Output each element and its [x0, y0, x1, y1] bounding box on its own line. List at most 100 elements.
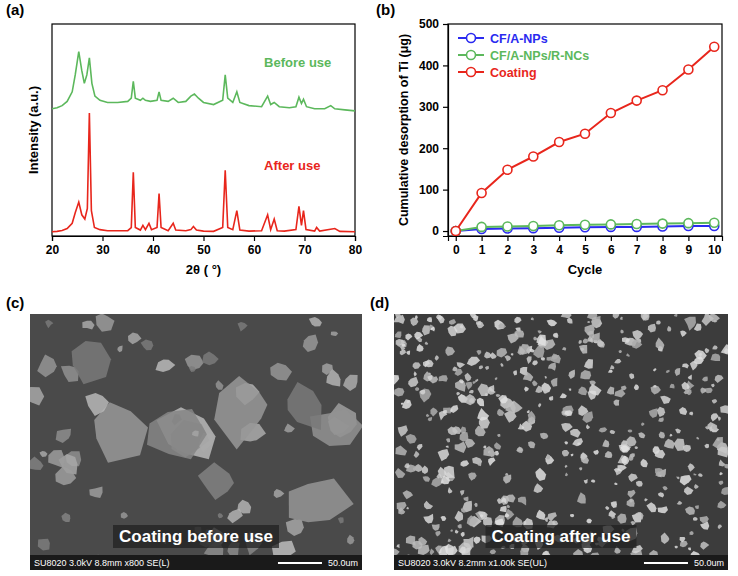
tick-mark [688, 236, 689, 241]
texture-particle [331, 332, 338, 336]
tick: 60 [248, 236, 262, 257]
texture-particle [425, 360, 434, 368]
tick-label: 1 [479, 243, 486, 257]
tick-mark [559, 236, 560, 241]
tick: 4 [556, 236, 563, 257]
texture-particle [500, 506, 507, 512]
texture-particle [599, 427, 608, 432]
texture-particle [684, 317, 696, 331]
texture-particle [628, 490, 636, 498]
texture-particle [406, 536, 416, 546]
marker [477, 188, 486, 197]
texture-particle [564, 441, 568, 444]
texture-particle [30, 387, 44, 406]
texture-particle [402, 399, 412, 409]
texture-particle [414, 332, 423, 340]
texture-particle [343, 375, 358, 391]
texture-particle [394, 388, 404, 397]
texture-particle [528, 441, 535, 448]
texture-particle [680, 537, 686, 543]
texture-particle [709, 314, 720, 322]
texture-particle [680, 541, 688, 547]
texture-particle [538, 403, 541, 407]
texture-particle [701, 388, 707, 394]
scale-bar [278, 562, 322, 564]
tick-label: 4 [556, 243, 563, 257]
texture-particle [422, 466, 428, 475]
legend-item: Coating [458, 66, 537, 80]
tick-mark [443, 231, 448, 232]
tick-label: 5 [582, 243, 589, 257]
texture-particle [680, 331, 687, 338]
tick-label: 6 [608, 243, 615, 257]
texture-particle [506, 494, 515, 502]
marker [632, 96, 641, 105]
texture-particle [55, 466, 76, 485]
texture-particle [427, 375, 432, 380]
texture-particle [472, 457, 482, 466]
texture-particle [570, 429, 581, 438]
texture-particle [660, 396, 671, 404]
texture-particle [617, 465, 626, 471]
texture-particle [614, 359, 621, 364]
texture-particle [636, 481, 643, 487]
texture-particle [586, 424, 590, 429]
texture-particle [461, 532, 465, 537]
texture-particle [670, 384, 675, 389]
texture-particle [303, 335, 318, 353]
texture-particle [700, 522, 709, 530]
texture-particle [437, 315, 445, 323]
texture-particle [202, 352, 219, 366]
texture-particle [656, 337, 665, 349]
series-line [456, 47, 714, 231]
texture-particle [480, 514, 484, 518]
series-label: After use [264, 158, 320, 173]
texture-particle [450, 405, 458, 413]
texture-particle [565, 473, 568, 477]
tick-mark [533, 236, 534, 241]
texture-particle [395, 445, 407, 455]
legend-label: CF/A-NPs/R-NCs [490, 49, 589, 63]
texture-particle [413, 467, 418, 471]
texture-particle [717, 501, 726, 509]
texture-particle [589, 384, 602, 395]
texture-particle [427, 317, 432, 322]
texture-particle [548, 363, 556, 371]
tick-mark [355, 236, 356, 241]
texture-particle [648, 324, 656, 333]
xrd-line [52, 113, 355, 232]
texture-particle [693, 517, 698, 521]
texture-particle [474, 537, 481, 545]
texture-particle [414, 371, 417, 376]
legend-item: CF/A-NPs [458, 32, 548, 46]
texture-particle [56, 429, 71, 443]
tick: 5 [582, 236, 589, 257]
texture-particle [444, 466, 455, 478]
tick-label: 60 [248, 243, 262, 257]
texture-particle [695, 505, 699, 509]
texture-particle [189, 366, 196, 372]
texture-particle [629, 455, 634, 461]
texture-particle [465, 382, 472, 390]
texture-particle [406, 351, 410, 355]
tick-mark [443, 65, 448, 66]
texture-particle [609, 510, 617, 517]
texture-particle [450, 529, 453, 531]
texture-particle [514, 317, 521, 324]
texture-particle [394, 315, 405, 324]
texture-particle [638, 432, 645, 438]
tick-mark [637, 236, 638, 241]
tick: 50 [197, 236, 211, 257]
series-label: Before use [264, 55, 331, 70]
texture-particle [641, 423, 644, 426]
image-background [394, 314, 728, 570]
texture-particle [581, 457, 590, 464]
texture-particle [527, 410, 530, 413]
texture-particle [547, 512, 557, 521]
texture-particle [286, 519, 304, 536]
marker [684, 219, 693, 228]
texture-particle [519, 344, 531, 355]
tick-label: 300 [419, 100, 439, 114]
texture-particle [620, 330, 623, 334]
texture-particle [394, 375, 399, 385]
